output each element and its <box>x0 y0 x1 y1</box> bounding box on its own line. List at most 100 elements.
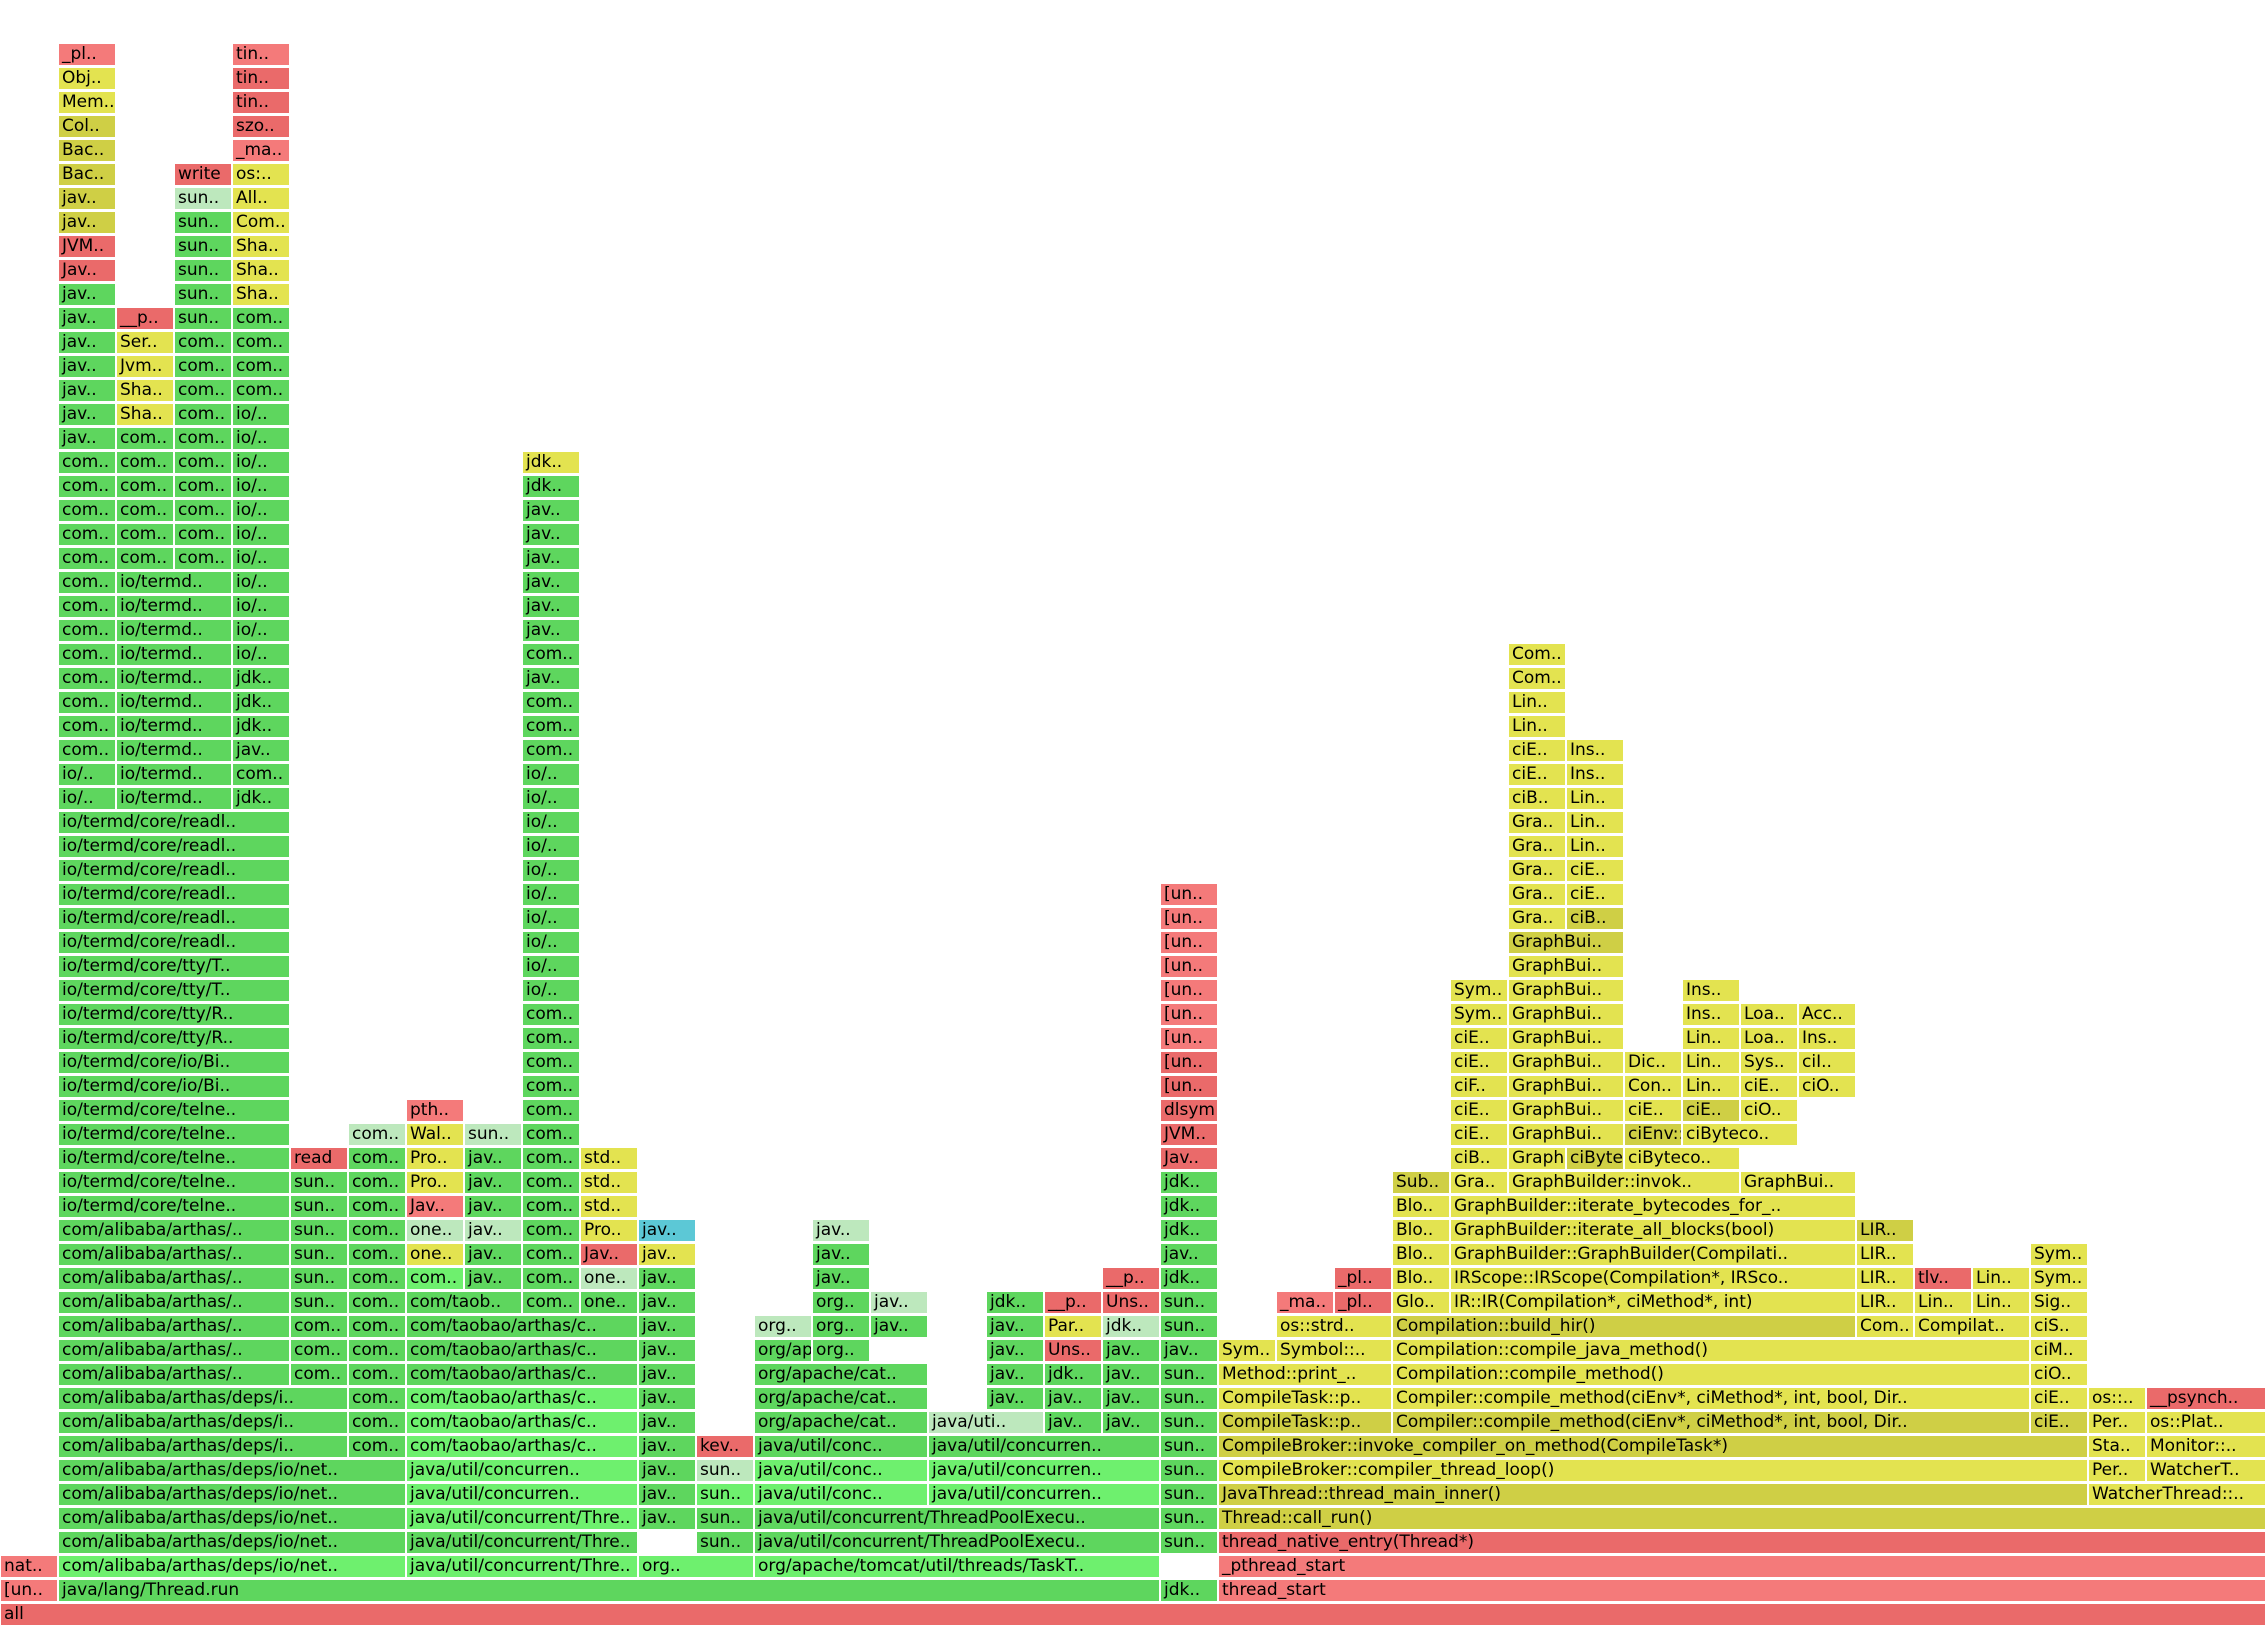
stack-frame[interactable]: jdk.. <box>986 1291 1044 1314</box>
stack-frame[interactable]: sun.. <box>1160 1507 1218 1530</box>
stack-frame[interactable]: com.. <box>348 1171 406 1194</box>
stack-frame[interactable]: com.. <box>174 403 232 426</box>
stack-frame[interactable]: com/alibaba/arthas/.. <box>58 1243 290 1266</box>
stack-frame[interactable]: io/termd/core/telne.. <box>58 1195 290 1218</box>
stack-frame[interactable]: GraphBui.. <box>1508 931 1624 954</box>
stack-frame[interactable]: com.. <box>522 1291 580 1314</box>
stack-frame[interactable]: jav.. <box>812 1243 870 1266</box>
stack-frame[interactable]: WatcherT.. <box>2146 1459 2266 1482</box>
stack-frame[interactable]: com.. <box>522 1003 580 1026</box>
stack-frame[interactable]: sun.. <box>174 307 232 330</box>
stack-frame[interactable]: sun.. <box>1160 1435 1218 1458</box>
stack-frame[interactable]: jdk.. <box>232 667 290 690</box>
stack-frame[interactable]: org.. <box>812 1315 870 1338</box>
stack-frame[interactable]: ciB.. <box>1566 907 1624 930</box>
stack-frame[interactable]: ciI.. <box>1798 1051 1856 1074</box>
stack-frame[interactable]: com.. <box>116 523 174 546</box>
stack-frame[interactable]: CompileBroker::compiler_thread_loop() <box>1218 1459 2088 1482</box>
stack-frame[interactable]: com.. <box>174 475 232 498</box>
stack-frame[interactable]: jav.. <box>1102 1387 1160 1410</box>
stack-frame[interactable]: Wal.. <box>406 1123 464 1146</box>
stack-frame[interactable]: ciEnv::g.. <box>1624 1123 1682 1146</box>
stack-frame[interactable]: Sha.. <box>116 403 174 426</box>
stack-frame[interactable]: com/taobao/arthas/c.. <box>406 1315 638 1338</box>
stack-frame[interactable]: com.. <box>290 1339 348 1362</box>
stack-frame[interactable]: jdk.. <box>232 691 290 714</box>
stack-frame[interactable]: os::.. <box>2088 1387 2146 1410</box>
stack-frame[interactable]: ciByteco.. <box>1566 1147 1624 1170</box>
stack-frame[interactable]: jav.. <box>1044 1387 1102 1410</box>
stack-frame[interactable]: io/termd/core/io/Bi.. <box>58 1051 290 1074</box>
stack-frame[interactable]: ciO.. <box>1740 1099 1798 1122</box>
stack-frame[interactable]: io/.. <box>232 499 290 522</box>
stack-frame[interactable]: com.. <box>232 355 290 378</box>
stack-frame[interactable]: jav.. <box>464 1243 522 1266</box>
stack-frame[interactable]: write <box>174 163 232 186</box>
stack-frame[interactable]: io/termd/core/telne.. <box>58 1099 290 1122</box>
stack-frame[interactable]: szo.. <box>232 115 290 138</box>
stack-frame[interactable]: com/taobao/arthas/c.. <box>406 1411 638 1434</box>
stack-frame[interactable]: read <box>290 1147 348 1170</box>
stack-frame[interactable]: jav.. <box>1160 1243 1218 1266</box>
stack-frame[interactable]: Lin.. <box>1566 835 1624 858</box>
stack-frame[interactable]: com.. <box>522 643 580 666</box>
stack-frame[interactable]: jdk.. <box>1160 1579 1218 1602</box>
stack-frame[interactable]: com.. <box>348 1387 406 1410</box>
stack-frame[interactable]: io/termd/core/readl.. <box>58 859 290 882</box>
stack-frame[interactable]: io/.. <box>232 475 290 498</box>
stack-frame[interactable]: com.. <box>348 1147 406 1170</box>
stack-frame[interactable]: com.. <box>348 1267 406 1290</box>
stack-frame[interactable]: Bac.. <box>58 163 116 186</box>
stack-frame[interactable]: jav.. <box>638 1507 696 1530</box>
stack-frame[interactable]: com.. <box>348 1243 406 1266</box>
stack-frame[interactable]: all <box>0 1603 2266 1626</box>
stack-frame[interactable]: jdk.. <box>232 715 290 738</box>
stack-frame[interactable]: jav.. <box>522 595 580 618</box>
stack-frame[interactable]: com.. <box>174 451 232 474</box>
stack-frame[interactable]: io/termd/core/readl.. <box>58 835 290 858</box>
stack-frame[interactable]: io/.. <box>232 451 290 474</box>
stack-frame[interactable]: Com.. <box>1508 667 1566 690</box>
stack-frame[interactable]: ciE.. <box>1450 1027 1508 1050</box>
stack-frame[interactable]: java/util/concurren.. <box>928 1459 1160 1482</box>
stack-frame[interactable]: jav.. <box>1160 1339 1218 1362</box>
stack-frame[interactable]: Sha.. <box>116 379 174 402</box>
stack-frame[interactable]: jav.. <box>58 355 116 378</box>
stack-frame[interactable]: ciByteco.. <box>1682 1123 1798 1146</box>
stack-frame[interactable]: std.. <box>580 1195 638 1218</box>
stack-frame[interactable]: jav.. <box>1102 1339 1160 1362</box>
stack-frame[interactable]: __p.. <box>116 307 174 330</box>
stack-frame[interactable]: jav.. <box>812 1219 870 1242</box>
stack-frame[interactable]: com.. <box>232 379 290 402</box>
stack-frame[interactable]: io/.. <box>522 931 580 954</box>
stack-frame[interactable]: jav.. <box>638 1291 696 1314</box>
stack-frame[interactable]: one.. <box>406 1219 464 1242</box>
stack-frame[interactable]: io/.. <box>232 523 290 546</box>
stack-frame[interactable]: ciB.. <box>1450 1147 1508 1170</box>
stack-frame[interactable]: WatcherThread::.. <box>2088 1483 2266 1506</box>
stack-frame[interactable]: sun.. <box>174 259 232 282</box>
stack-frame[interactable]: _pthread_start <box>1218 1555 2266 1578</box>
stack-frame[interactable]: one.. <box>580 1267 638 1290</box>
stack-frame[interactable]: com/taobao/arthas/c.. <box>406 1339 638 1362</box>
stack-frame[interactable]: Ins.. <box>1566 739 1624 762</box>
stack-frame[interactable]: java/util/concurrent/ThreadPoolExecu.. <box>754 1531 1160 1554</box>
stack-frame[interactable]: Com.. <box>232 211 290 234</box>
stack-frame[interactable]: jav.. <box>986 1339 1044 1362</box>
stack-frame[interactable]: Sub.. <box>1392 1171 1450 1194</box>
stack-frame[interactable]: GraphBui.. <box>1740 1171 1856 1194</box>
stack-frame[interactable]: com/alibaba/arthas/.. <box>58 1219 290 1242</box>
stack-frame[interactable]: sun.. <box>1160 1411 1218 1434</box>
stack-frame[interactable]: java/util/concurrent/Thre.. <box>406 1555 638 1578</box>
stack-frame[interactable]: jdk.. <box>1102 1315 1160 1338</box>
stack-frame[interactable]: com.. <box>522 1075 580 1098</box>
stack-frame[interactable]: Thread::call_run() <box>1218 1507 2266 1530</box>
stack-frame[interactable]: Dic.. <box>1624 1051 1682 1074</box>
stack-frame[interactable]: sun.. <box>174 211 232 234</box>
stack-frame[interactable]: jav.. <box>522 619 580 642</box>
stack-frame[interactable]: JVM.. <box>58 235 116 258</box>
stack-frame[interactable]: com.. <box>58 619 116 642</box>
stack-frame[interactable]: [un.. <box>1160 979 1218 1002</box>
stack-frame[interactable]: com/alibaba/arthas/deps/i.. <box>58 1435 348 1458</box>
stack-frame[interactable]: tin.. <box>232 91 290 114</box>
